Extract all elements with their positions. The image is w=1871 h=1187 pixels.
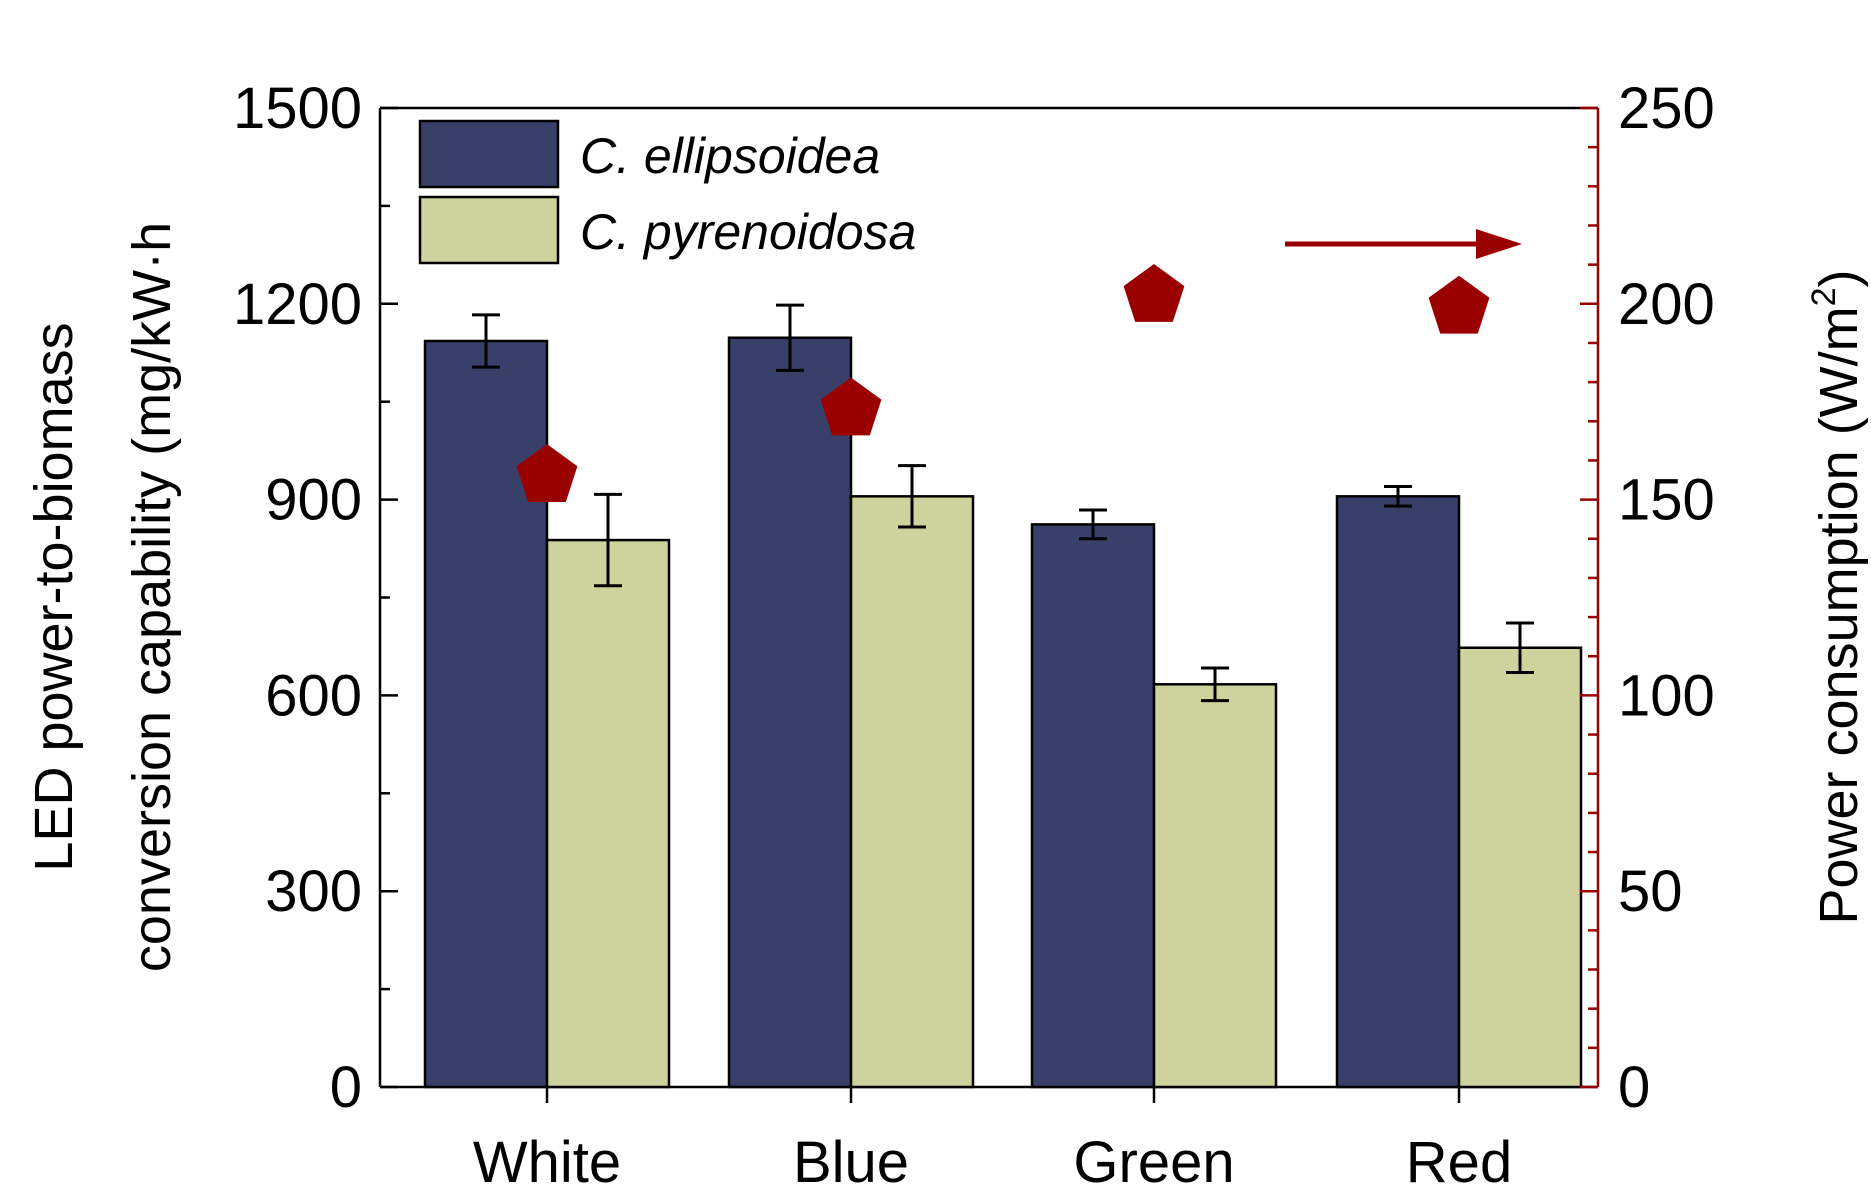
left-ticks: 0 300 600 900 1200 1500 [233, 76, 398, 1120]
power-marker-blue [820, 377, 882, 436]
x-ticks: White Blue Green Red [473, 1087, 1512, 1187]
legend-label-pyrenoidosa: C. pyrenoidosa [580, 204, 916, 260]
y2-tick-label: 250 [1618, 76, 1715, 141]
bars-layer [423, 336, 1583, 1089]
x-tick-label-blue: Blue [793, 1130, 909, 1187]
y2-tick-label: 50 [1618, 859, 1683, 924]
legend-swatch-pyrenoidosa [418, 195, 560, 265]
right-axis-arrow [1285, 229, 1522, 259]
x-tick-label-green: Green [1073, 1130, 1234, 1187]
legend-label-ellipsoidea: C. ellipsoidea [580, 128, 880, 184]
x-tick-label-red: Red [1406, 1130, 1512, 1187]
bar-ellipsoidea-green [1030, 523, 1156, 1089]
right-ticks: 0 50 100 150 200 250 [1580, 76, 1715, 1120]
y-tick-label: 300 [265, 859, 362, 924]
bar-pyrenoidosa-red [1457, 646, 1583, 1089]
y-axis-label-line-2: conversion capability (mg/kW·h [122, 222, 182, 972]
power-marker-white [516, 444, 578, 502]
power-marker-green [1123, 264, 1185, 322]
arrow-head [1476, 229, 1522, 259]
power-marker-red [1428, 275, 1490, 334]
y-tick-label: 0 [330, 1055, 362, 1120]
y-tick-label: 1500 [233, 76, 362, 141]
y2-tick-label: 100 [1618, 663, 1715, 728]
legend-swatch-ellipsoidea [418, 119, 560, 189]
y-tick-label: 1200 [233, 272, 362, 337]
y2-axis-label: Power consumption (W/m2) [1805, 269, 1869, 924]
y-tick-label: 900 [265, 468, 362, 533]
y-tick-label: 600 [265, 663, 362, 728]
bar-pyrenoidosa-green [1152, 683, 1278, 1089]
y2-tick-label: 200 [1618, 272, 1715, 337]
y2-axis-label-text: Power consumption (W/m [1809, 306, 1869, 924]
y2-tick-label: 150 [1618, 468, 1715, 533]
y2-axis-label-superscript: 2 [1805, 287, 1843, 306]
bar-ellipsoidea-blue [727, 336, 853, 1089]
bar-pyrenoidosa-white [545, 538, 671, 1089]
bar-ellipsoidea-white [423, 339, 549, 1089]
bar-pyrenoidosa-blue [849, 495, 975, 1089]
error-bars-layer [472, 303, 1534, 703]
power-markers-layer [516, 264, 1490, 502]
bar-ellipsoidea-red [1335, 495, 1461, 1089]
legend: C. ellipsoidea C. pyrenoidosa [418, 119, 916, 265]
x-tick-label-white: White [473, 1130, 621, 1187]
y-axis-label-line-1: LED power-to-biomass [24, 322, 84, 871]
y2-axis-label-close: ) [1809, 269, 1869, 287]
y2-tick-label: 0 [1618, 1055, 1650, 1120]
